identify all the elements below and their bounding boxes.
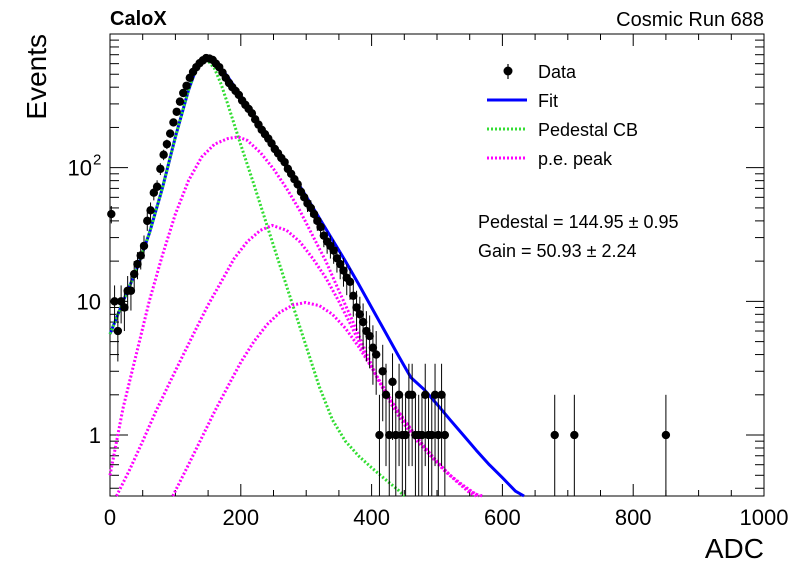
- x-tick-label: 0: [104, 505, 116, 530]
- data-point: [368, 343, 378, 352]
- data-point: [355, 310, 365, 319]
- data-point: [120, 303, 129, 312]
- data-point: [329, 246, 338, 255]
- data-point: [394, 390, 404, 400]
- data-point: [293, 180, 302, 189]
- x-tick-label: 600: [484, 505, 521, 530]
- data-point: [440, 430, 450, 440]
- x-tick-label: 800: [615, 505, 652, 530]
- data-point: [388, 377, 397, 387]
- data-point: [349, 291, 358, 301]
- legend-entry-pedestal: Pedestal CB: [487, 120, 638, 140]
- data-point: [365, 331, 374, 341]
- legend-entry-fit: Fit: [487, 91, 558, 111]
- data-point: [375, 430, 384, 440]
- data-point: [316, 222, 325, 232]
- header-right-label: Cosmic Run 688: [616, 9, 764, 31]
- x-tick-label: 400: [353, 505, 390, 530]
- legend-label-pe-peak: p.e. peak: [538, 149, 613, 169]
- data-point: [358, 317, 368, 327]
- data-points: [107, 53, 671, 496]
- data-point: [385, 430, 394, 440]
- data-point: [570, 430, 579, 440]
- y-tick-label: 10: [77, 289, 101, 314]
- legend-entry-data: Data: [503, 62, 577, 82]
- data-point: [129, 269, 139, 279]
- stat-gain: Gain = 50.93 ± 2.24: [478, 241, 637, 261]
- legend-entry-pe-peak: p.e. peak: [487, 149, 613, 169]
- data-point: [139, 241, 149, 251]
- data-point: [407, 390, 417, 400]
- legend-label-data: Data: [538, 62, 577, 82]
- data-point: [421, 390, 430, 400]
- data-point: [143, 216, 152, 226]
- data-point: [417, 430, 427, 440]
- data-point: [381, 390, 391, 400]
- y-tick-label: 1: [89, 423, 101, 448]
- data-point: [280, 157, 289, 167]
- pe-peak-curve: [108, 135, 477, 498]
- data-point: [345, 277, 355, 287]
- data-point: [437, 390, 446, 400]
- data-point: [401, 430, 410, 440]
- legend-data-marker: [503, 66, 513, 76]
- legend-label-pedestal: Pedestal CB: [538, 120, 638, 140]
- data-point: [165, 129, 175, 138]
- data-point: [169, 118, 178, 127]
- data-point: [136, 251, 145, 260]
- pe-peak-curve: [171, 301, 484, 498]
- data-point: [427, 430, 436, 440]
- data-point: [309, 209, 319, 219]
- data-point: [159, 150, 168, 159]
- data-point: [430, 390, 440, 400]
- data-point: [113, 326, 123, 336]
- data-point: [371, 350, 381, 359]
- data-point: [339, 266, 348, 275]
- data-point: [146, 206, 155, 215]
- data-point: [172, 107, 181, 116]
- legend: Data Fit Pedestal CB p.e. peak: [487, 62, 638, 169]
- data-point: [175, 97, 185, 106]
- data-point: [661, 430, 671, 440]
- data-point: [110, 297, 119, 306]
- data-point: [133, 259, 142, 269]
- stat-pedestal: Pedestal = 144.95 ± 0.95: [478, 212, 679, 232]
- x-tick-label: 200: [222, 505, 259, 530]
- data-point: [152, 182, 162, 191]
- data-point: [550, 430, 559, 440]
- y-tick-label: 10: [68, 156, 92, 181]
- legend-label-fit: Fit: [538, 91, 558, 111]
- data-point: [182, 81, 191, 90]
- data-point: [336, 259, 345, 269]
- data-point: [162, 139, 172, 149]
- x-tick-label: 1000: [740, 505, 789, 530]
- y-tick-label-exponent: 2: [93, 152, 101, 169]
- data-point: [434, 430, 443, 440]
- data-point: [378, 367, 387, 376]
- data-point: [391, 430, 400, 440]
- pedestal-cb-curve: [108, 58, 406, 498]
- data-point: [352, 303, 361, 312]
- data-point: [179, 88, 188, 98]
- y-axis-title: Events: [21, 34, 52, 120]
- data-point: [107, 209, 116, 219]
- header-left-label: CaloX: [110, 8, 167, 30]
- data-point: [156, 164, 165, 174]
- x-axis-title: ADC: [705, 533, 764, 564]
- data-point: [126, 286, 136, 295]
